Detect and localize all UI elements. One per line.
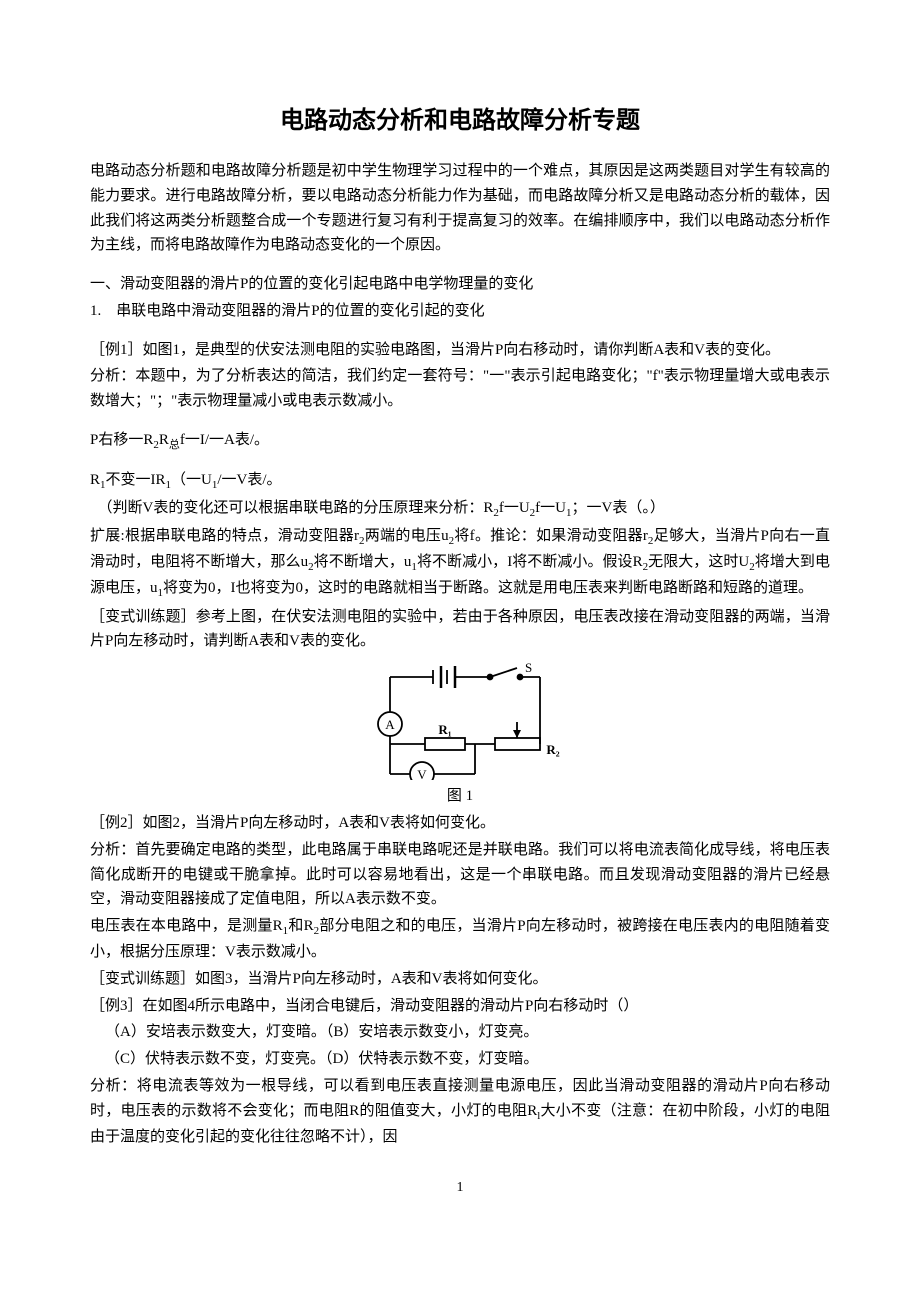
svg-text:V: V [417, 767, 427, 780]
text-fragment: f一I/一A表/。 [180, 432, 269, 448]
intro-paragraph: 电路动态分析题和电路故障分析题是初中学生物理学习过程中的一个难点，其原因是这两类… [90, 159, 830, 258]
example-1-derivation-2: R1不变一IR1（一U1/一V表/。 [90, 468, 830, 494]
text-fragment: ；一V表（。） [572, 500, 665, 516]
text-fragment: （一U [171, 472, 212, 488]
example-3-title: ［例3］在如图4所示电路中，当闭合电键后，滑动变阻器的滑动片P向右移动时（） [90, 994, 830, 1019]
example-2-analysis-1: 分析：首先要确定电路的类型，此电路属于串联电路呢还是并联电路。我们可以将电流表简… [90, 838, 830, 912]
text-fragment: 电压表在本电路中，是测量R [90, 918, 283, 934]
text-fragment: /一V表/。 [217, 472, 281, 488]
text-fragment: （判断V表的变化还可以根据串联电路的分压原理来分析：R [90, 500, 493, 516]
figure-1: A V R₁ R₂ S [90, 662, 830, 780]
example-2-analysis-2: 电压表在本电路中，是测量R1和R2部分电阻之和的电压，当滑片P向左移动时，被跨接… [90, 914, 830, 965]
example-1-analysis: 分析：本题中，为了分析表达的简洁，我们约定一套符号："一"表示引起电路变化；"f… [90, 364, 830, 414]
text-fragment: 和R [288, 918, 313, 934]
page-title: 电路动态分析和电路故障分析专题 [90, 100, 830, 135]
example-2-variant: ［变式训练题］如图3，当滑片P向左移动时，A表和V表将如何变化。 [90, 967, 830, 992]
text-fragment: 两端的电压u [365, 528, 449, 544]
text-fragment: f一U [499, 500, 530, 516]
svg-text:A: A [385, 717, 395, 732]
example-1-title: ［例1］如图1，是典型的伏安法测电阻的实验电路图，当滑片P向右移动时，请你判断A… [90, 338, 830, 363]
text-fragment: P右移一R [90, 432, 153, 448]
figure-1-caption: 图 1 [90, 784, 830, 805]
circuit-diagram-icon: A V R₁ R₂ S [355, 662, 565, 780]
document-page: 电路动态分析和电路故障分析专题 电路动态分析题和电路故障分析题是初中学生物理学习… [0, 0, 920, 1236]
example-3-option-cd: （C）伏特表示数不变，灯变亮。（D）伏特表示数不变，灯变暗。 [90, 1047, 830, 1072]
section-heading-1: 一、滑动变阻器的滑片P的位置的变化引起电路中电学物理量的变化 [90, 272, 830, 297]
text-fragment: f一U [535, 500, 566, 516]
text-fragment: 将不断增大，u [314, 554, 412, 570]
example-1-derivation-3: （判断V表的变化还可以根据串联电路的分压原理来分析：R2f一U2f一U1；一V表… [90, 496, 830, 522]
text-fragment: 不变一IR [106, 472, 166, 488]
text-fragment: 将f。推论：如果滑动变阻器r [454, 528, 648, 544]
example-1-extension: 扩展:根据串联电路的特点，滑动变阻器r2两端的电压u2将f。推论：如果滑动变阻器… [90, 524, 830, 602]
example-3-option-ab: （A）安培表示数变大，灯变暗。（B）安培表示数变小，灯变亮。 [90, 1020, 830, 1045]
example-2-title: ［例2］如图2，当滑片P向左移动时，A表和V表将如何变化。 [90, 811, 830, 836]
subscript: 总 [169, 439, 180, 451]
svg-text:R₁: R₁ [438, 722, 451, 737]
text-fragment: 将不断减小，I将不断减小。假设R [417, 554, 643, 570]
section-heading-1-1: 1. 串联电路中滑动变阻器的滑片P的位置的变化引起的变化 [90, 299, 830, 324]
text-fragment: 将变为0，I也将变为0，这时的电路就相当于断路。这就是用电压表来判断电路断路和短… [163, 580, 813, 596]
text-fragment: 无限大，这时U [648, 554, 749, 570]
text-fragment: R [159, 432, 169, 448]
text-fragment: R [90, 472, 100, 488]
page-number: 1 [90, 1180, 830, 1196]
svg-text:R₂: R₂ [546, 742, 559, 757]
svg-text:S: S [525, 662, 532, 675]
example-3-analysis: 分析：将电流表等效为一根导线，可以看到电压表直接测量电源电压，因此当滑动变阻器的… [90, 1074, 830, 1150]
example-1-variant: ［变式训练题］参考上图，在伏安法测电阻的实验中，若由于各种原因，电压表改接在滑动… [90, 605, 830, 655]
example-1-derivation-1: P右移一R2R总f一I/一A表/。 [90, 428, 830, 454]
text-fragment: 扩展:根据串联电路的特点，滑动变阻器r [90, 528, 359, 544]
